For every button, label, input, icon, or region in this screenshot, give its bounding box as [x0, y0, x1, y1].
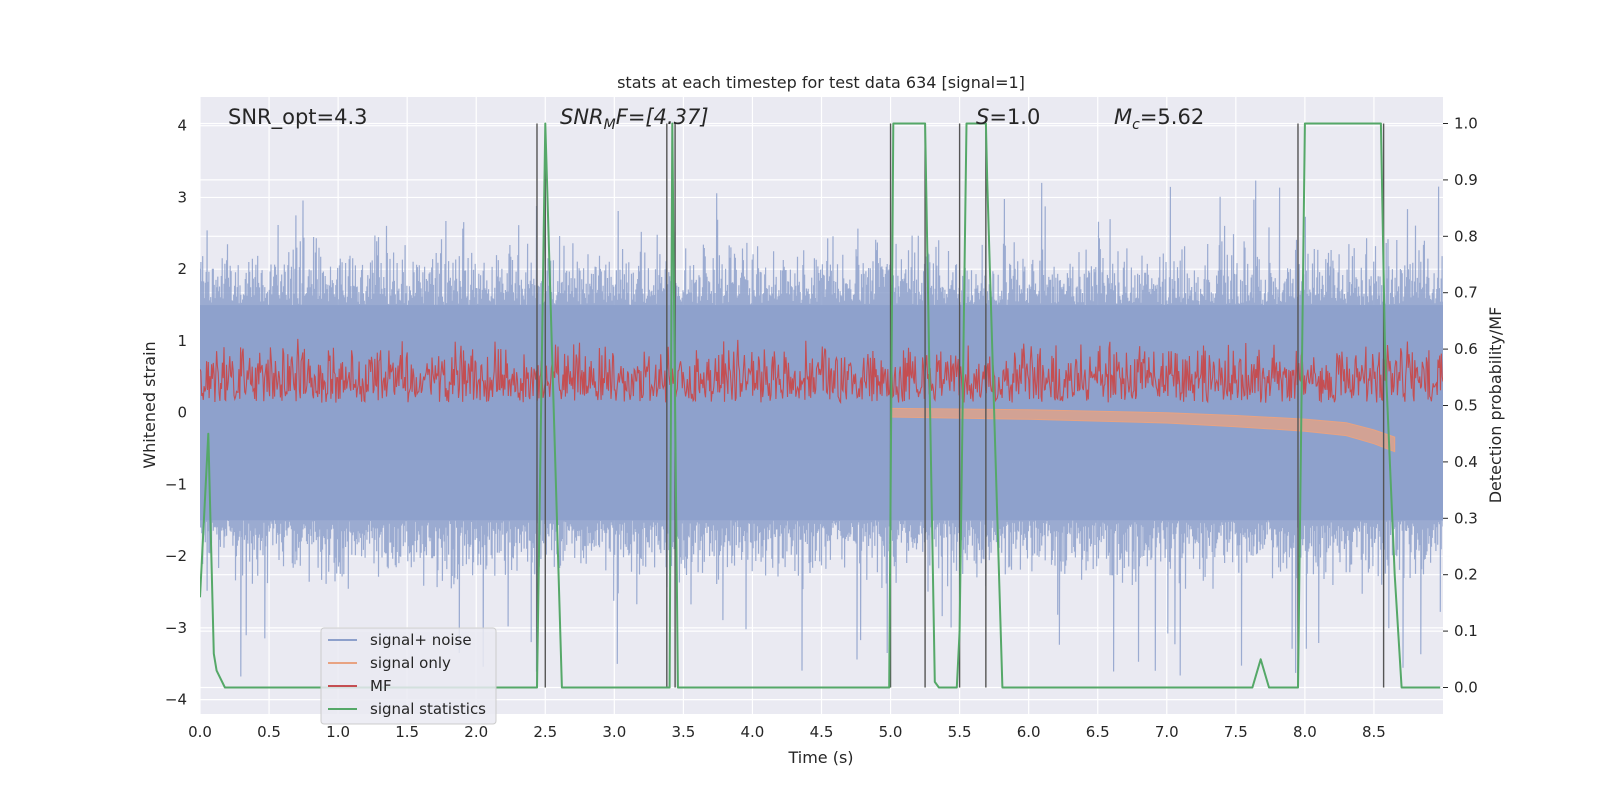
- legend-box: [320, 627, 497, 725]
- y-axis-label: Whitened strain: [140, 341, 159, 468]
- x-tick-label: 5.5: [948, 723, 972, 741]
- y-right-tick-label: 0.9: [1454, 171, 1478, 189]
- legend-item-mf: MF: [328, 677, 392, 695]
- s-annotation: S=1.0: [976, 105, 1040, 129]
- legend-item-signal-noise: signal+ noise: [328, 631, 472, 649]
- mc-annotation: Mc=5.62: [1114, 105, 1204, 133]
- legend-label-mf: MF: [370, 677, 392, 695]
- x-tick-label: 2.0: [464, 723, 488, 741]
- x-tick-label: 1.0: [326, 723, 350, 741]
- y-right-tick-label: 1.0: [1454, 115, 1478, 133]
- snr-opt-annotation: SNR_opt=4.3: [228, 105, 368, 130]
- signal-noise-series: [200, 180, 1443, 677]
- y-tick-label: 4: [177, 117, 187, 135]
- snr-mf-prefix: SNR: [560, 105, 604, 129]
- y-right-tick-label: 0.0: [1454, 678, 1478, 696]
- y-right-tick-label: 0.6: [1454, 340, 1478, 358]
- y-right-tick-label: 0.5: [1454, 397, 1478, 415]
- axis-ticks: 0.0 0.5 1.0 1.5 2.0 2.5 3.0 3.5 4.0 4.5 5.0 5.5 6.0 6…: [165, 115, 1478, 741]
- y-tick-label: −2: [165, 547, 187, 565]
- y-right-tick-label: 0.3: [1454, 509, 1478, 527]
- y-right-tick-label: 0.4: [1454, 453, 1478, 471]
- chart-title: stats at each timestep for test data 634…: [617, 73, 1025, 92]
- mc-value: =5.62: [1140, 105, 1204, 129]
- x-tick-label: 7.0: [1155, 723, 1179, 741]
- x-tick-label: 1.5: [395, 723, 419, 741]
- x-axis-label: Time (s): [787, 748, 853, 767]
- x-tick-label: 2.5: [533, 723, 557, 741]
- legend: signal+ noise signal only MF signal stat…: [320, 627, 497, 725]
- legend-label-signal-only: signal only: [370, 654, 451, 672]
- x-tick-label: 3.0: [602, 723, 626, 741]
- y-right-tick-label: 0.8: [1454, 227, 1478, 245]
- mf-series: [200, 338, 1443, 405]
- mc-label: M: [1114, 105, 1132, 129]
- mf-line: [200, 338, 1443, 405]
- snr-mf-suffix: F=[4.37]: [616, 105, 709, 129]
- x-tick-label: 8.5: [1362, 723, 1386, 741]
- s-label: S: [976, 105, 989, 129]
- legend-item-signal-statistics: signal statistics: [328, 700, 486, 718]
- signal-only-line: [890, 407, 1396, 453]
- signal-noise-core: [200, 305, 1443, 521]
- snr-mf-annotation: SNRMF=[4.37]: [560, 105, 709, 133]
- x-tick-label: 5.0: [879, 723, 903, 741]
- y-tick-label: 3: [177, 188, 187, 206]
- x-tick-label: 6.0: [1017, 723, 1041, 741]
- x-tick-label: 3.5: [671, 723, 695, 741]
- x-tick-label: 0.0: [188, 723, 212, 741]
- y-tick-label: 1: [177, 332, 187, 350]
- x-tick-label: 0.5: [257, 723, 281, 741]
- legend-label-signal-noise: signal+ noise: [370, 631, 472, 649]
- legend-label-signal-statistics: signal statistics: [370, 700, 486, 718]
- s-value: =1.0: [989, 105, 1040, 129]
- y-tick-label: 0: [177, 404, 187, 422]
- y-right-tick-label: 0.2: [1454, 566, 1478, 584]
- signal-only-series: [890, 407, 1396, 453]
- y-right-tick-label: 0.1: [1454, 622, 1478, 640]
- y-tick-label: −1: [165, 475, 187, 493]
- mc-sub: c: [1132, 117, 1140, 133]
- x-tick-label: 6.5: [1086, 723, 1110, 741]
- y-tick-label: −3: [165, 619, 187, 637]
- snr-mf-sub: M: [604, 117, 616, 133]
- x-tick-label: 4.5: [810, 723, 834, 741]
- y-tick-label: −4: [165, 691, 187, 709]
- y-tick-label: 2: [177, 260, 187, 278]
- signal-statistics-line: [200, 122, 1441, 689]
- x-tick-label: 8.0: [1293, 723, 1317, 741]
- signal-statistics-series: [200, 122, 1441, 689]
- y-axis-right-label: Detection probability/MF: [1486, 307, 1505, 504]
- x-tick-label: 7.5: [1224, 723, 1248, 741]
- x-tick-label: 4.0: [741, 723, 765, 741]
- legend-item-signal-only: signal only: [328, 654, 451, 672]
- y-right-tick-label: 0.7: [1454, 284, 1478, 302]
